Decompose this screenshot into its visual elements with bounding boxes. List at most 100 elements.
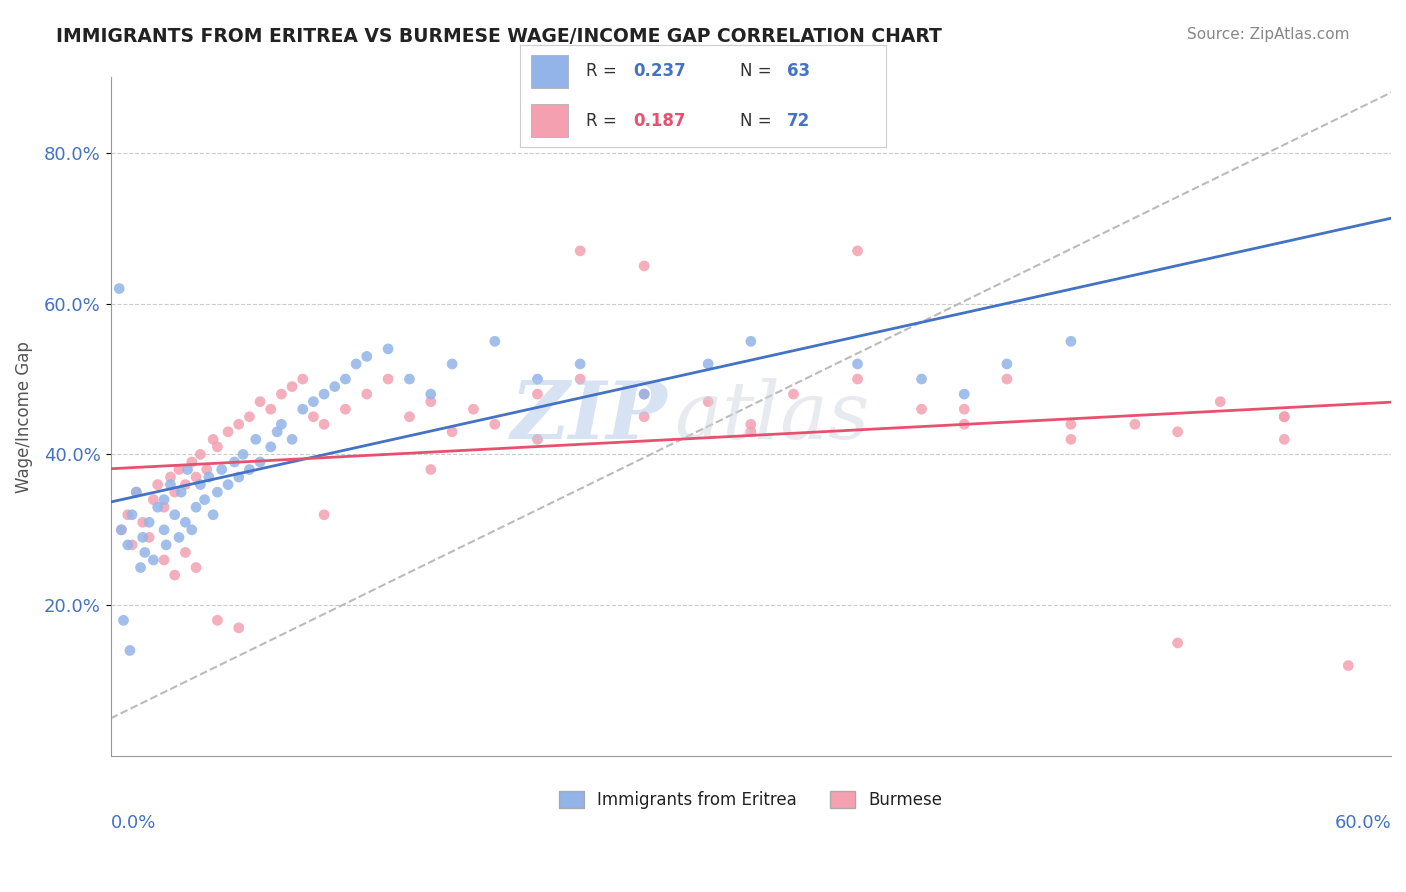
Point [108,281,131,295]
Text: N =: N = [740,112,776,129]
Point [314,508,336,522]
Text: 0.187: 0.187 [634,112,686,129]
Point [270,387,292,401]
Point [1337,658,1360,673]
Point [281,433,304,447]
Point [419,394,441,409]
Point [228,470,250,484]
Point [202,433,225,447]
Text: 0.237: 0.237 [634,62,686,80]
Point [569,372,592,386]
Point [184,500,207,515]
Point [202,508,225,522]
Point [224,455,246,469]
Point [188,477,211,491]
Bar [531,55,568,87]
Point [249,455,271,469]
Point [232,447,254,461]
Point [146,477,169,491]
Point [697,357,720,371]
Point [163,568,186,582]
Point [356,387,378,401]
Text: ZIP: ZIP [510,378,668,456]
Point [484,417,506,432]
Point [170,485,193,500]
Legend: Immigrants from Eritrea, Burmese: Immigrants from Eritrea, Burmese [553,784,949,815]
Point [1167,425,1189,439]
Point [132,530,155,544]
Point [569,357,592,371]
Point [249,394,271,409]
Point [633,409,655,424]
Point [484,334,506,349]
Point [167,530,190,544]
Point [266,425,288,439]
Point [377,342,399,356]
Point [995,372,1018,386]
Point [146,500,169,515]
Point [633,259,655,273]
Point [1123,417,1146,432]
Point [270,417,292,432]
Point [463,402,485,417]
Point [281,379,304,393]
Point [953,417,976,432]
Point [174,516,197,530]
Point [245,433,267,447]
Text: 60.0%: 60.0% [1334,814,1391,831]
Point [569,244,592,258]
Point [740,334,762,349]
Point [398,409,420,424]
Point [335,372,357,386]
Point [153,500,176,515]
Point [159,470,181,484]
Text: IMMIGRANTS FROM ERITREA VS BURMESE WAGE/INCOME GAP CORRELATION CHART: IMMIGRANTS FROM ERITREA VS BURMESE WAGE/… [56,27,942,45]
Point [953,402,976,417]
Point [207,440,229,454]
Point [846,244,869,258]
Point [211,462,233,476]
Point [188,447,211,461]
Point [153,523,176,537]
Point [740,417,762,432]
Point [526,372,548,386]
Point [110,523,132,537]
Point [125,485,148,500]
Point [132,516,155,530]
Point [356,350,378,364]
Point [419,462,441,476]
Point [194,492,217,507]
Point [207,613,229,627]
Point [163,508,186,522]
Text: 63: 63 [787,62,810,80]
Point [238,409,260,424]
Point [121,538,143,552]
Point [1167,636,1189,650]
Point [302,394,325,409]
Point [155,538,177,552]
Point [167,462,190,476]
Point [1272,433,1295,447]
Text: 0.0%: 0.0% [111,814,156,831]
Point [117,538,139,552]
Y-axis label: Wage/Income Gap: Wage/Income Gap [15,341,32,492]
Point [398,372,420,386]
Point [228,417,250,432]
Point [633,387,655,401]
Point [526,433,548,447]
Point [184,470,207,484]
Point [335,402,357,417]
Point [198,470,221,484]
Point [142,492,165,507]
Point [153,492,176,507]
Point [1272,409,1295,424]
Point [174,477,197,491]
Point [846,357,869,371]
Point [526,387,548,401]
Point [118,643,141,657]
Point [419,387,441,401]
Point [117,508,139,522]
Point [260,402,283,417]
Point [217,477,239,491]
Point [1272,409,1295,424]
